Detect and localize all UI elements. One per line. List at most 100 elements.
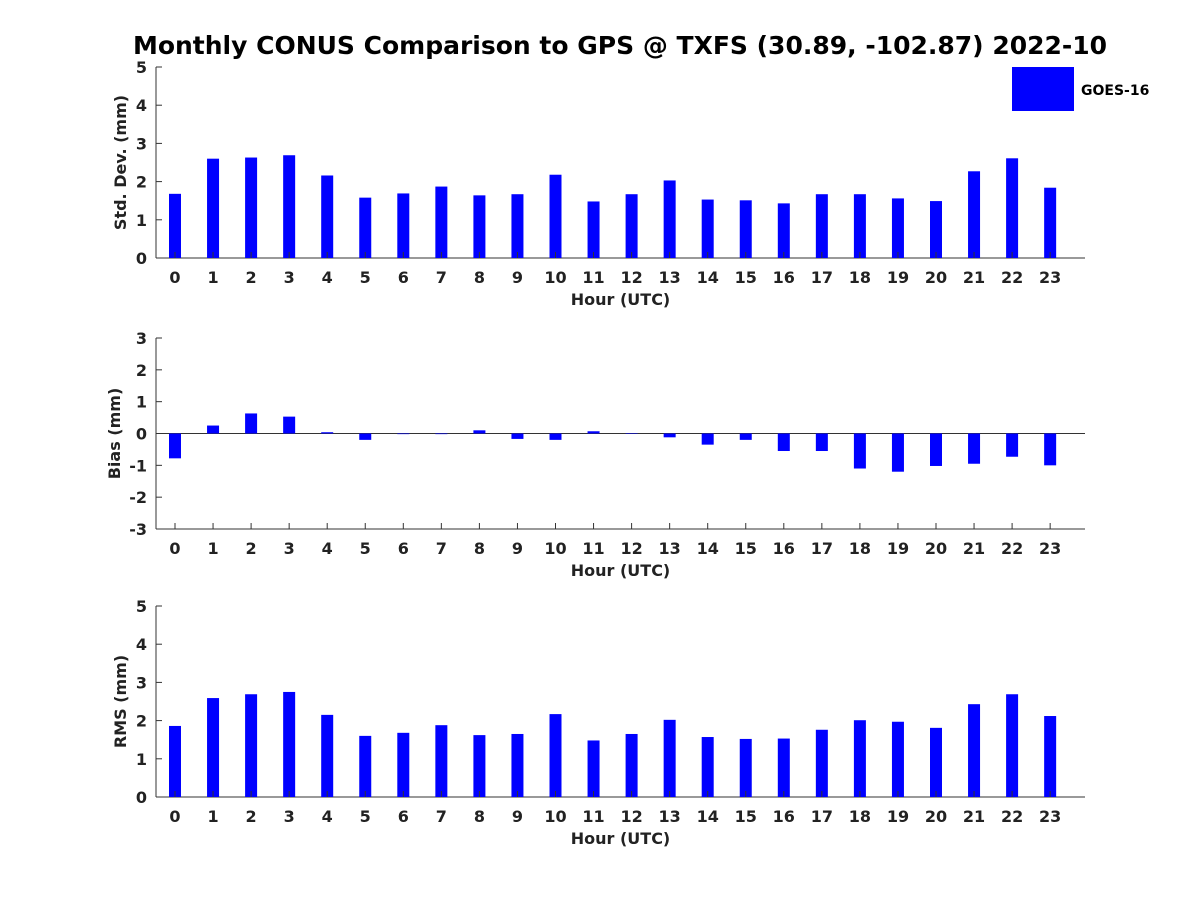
bar-hour-21 <box>968 171 981 258</box>
x-tick-label: 8 <box>474 539 485 558</box>
bar-hour-10 <box>549 433 562 440</box>
bar-hour-16 <box>777 203 790 258</box>
x-tick-label: 4 <box>322 268 333 287</box>
bar-hour-0 <box>169 725 181 797</box>
bar-hour-0 <box>169 433 181 459</box>
x-tick-label: 15 <box>735 807 757 826</box>
y-tick-label: 0 <box>136 425 147 444</box>
bar-hour-14 <box>701 737 714 797</box>
x-tick-label: 4 <box>322 807 333 826</box>
bar-hour-22 <box>1006 158 1019 258</box>
y-tick-label: 2 <box>136 361 147 380</box>
x-tick-label: 11 <box>582 807 604 826</box>
x-axis-label: Hour (UTC) <box>571 290 671 309</box>
x-tick-label: 14 <box>697 807 719 826</box>
bar-hour-3 <box>283 155 296 258</box>
y-tick-label: 2 <box>136 712 147 731</box>
bar-hour-18 <box>853 194 866 258</box>
bar-hour-3 <box>283 416 296 434</box>
y-tick-label: 3 <box>136 673 147 692</box>
x-tick-label: 7 <box>436 807 447 826</box>
y-tick-label: -3 <box>129 520 147 539</box>
legend-label: GOES-16 <box>1081 83 1149 99</box>
bar-hour-8 <box>473 195 486 258</box>
x-axis-label: Hour (UTC) <box>571 561 671 580</box>
bar-hour-5 <box>359 197 372 258</box>
x-tick-label: 12 <box>620 539 642 558</box>
x-tick-label: 20 <box>925 539 947 558</box>
y-axis-label: RMS (mm) <box>111 655 130 748</box>
x-tick-label: 13 <box>659 268 681 287</box>
bar-hour-7 <box>435 725 448 797</box>
y-tick-label: 2 <box>136 173 147 192</box>
bar-hour-18 <box>853 433 866 469</box>
bar-hour-13 <box>663 433 676 438</box>
bar-hour-17 <box>815 194 828 258</box>
x-tick-label: 22 <box>1001 539 1023 558</box>
x-tick-label: 9 <box>512 539 523 558</box>
x-tick-label: 11 <box>582 268 604 287</box>
bar-hour-12 <box>625 194 638 258</box>
bar-hour-15 <box>739 738 752 797</box>
bar-hour-17 <box>815 729 828 797</box>
bar-hour-12 <box>625 733 638 797</box>
bar-hour-10 <box>549 714 562 797</box>
x-tick-label: 14 <box>697 539 719 558</box>
x-tick-label: 22 <box>1001 268 1023 287</box>
bar-hour-8 <box>473 430 486 434</box>
x-tick-label: 2 <box>246 268 257 287</box>
x-tick-label: 3 <box>284 268 295 287</box>
x-tick-label: 21 <box>963 539 985 558</box>
x-tick-label: 1 <box>207 268 218 287</box>
x-tick-label: 20 <box>925 268 947 287</box>
x-tick-label: 3 <box>284 539 295 558</box>
bar-hour-13 <box>663 180 676 258</box>
bar-hour-14 <box>701 433 714 445</box>
bar-hour-5 <box>359 433 372 440</box>
x-tick-label: 12 <box>620 807 642 826</box>
x-tick-label: 17 <box>811 268 833 287</box>
x-tick-label: 21 <box>963 268 985 287</box>
x-tick-label: 4 <box>322 539 333 558</box>
x-tick-label: 18 <box>849 539 871 558</box>
x-tick-label: 13 <box>659 539 681 558</box>
bar-hour-19 <box>891 198 904 258</box>
x-tick-label: 16 <box>773 539 795 558</box>
bar-hour-20 <box>930 727 942 797</box>
y-tick-label: 4 <box>136 635 147 654</box>
bar-hour-14 <box>701 199 714 258</box>
bar-hour-6 <box>397 732 410 797</box>
bar-hour-11 <box>587 201 600 258</box>
bar-hour-2 <box>245 413 258 434</box>
bar-hour-9 <box>511 733 524 797</box>
bar-hour-21 <box>968 433 981 464</box>
y-tick-label: -2 <box>129 488 147 507</box>
x-tick-label: 10 <box>544 807 566 826</box>
bar-hour-23 <box>1044 433 1057 466</box>
x-tick-label: 8 <box>474 268 485 287</box>
bar-hour-19 <box>891 721 904 797</box>
bar-hour-9 <box>511 433 524 439</box>
x-tick-label: 6 <box>398 268 409 287</box>
x-tick-label: 3 <box>284 807 295 826</box>
bar-hour-6 <box>397 193 410 258</box>
y-tick-label: 3 <box>136 329 147 348</box>
bar-hour-15 <box>739 433 752 440</box>
bar-hour-4 <box>321 714 334 797</box>
bar-hour-23 <box>1044 716 1057 797</box>
bar-hour-3 <box>283 691 296 797</box>
bar-hour-9 <box>511 194 524 258</box>
x-tick-label: 10 <box>544 268 566 287</box>
x-tick-label: 0 <box>169 807 180 826</box>
x-tick-label: 8 <box>474 807 485 826</box>
bar-hour-7 <box>435 433 448 435</box>
bar-hour-10 <box>549 174 562 258</box>
x-tick-label: 23 <box>1039 807 1061 826</box>
bar-hour-16 <box>777 738 790 797</box>
bar-hour-8 <box>473 735 486 797</box>
bar-hour-11 <box>587 740 600 797</box>
x-tick-label: 12 <box>620 268 642 287</box>
